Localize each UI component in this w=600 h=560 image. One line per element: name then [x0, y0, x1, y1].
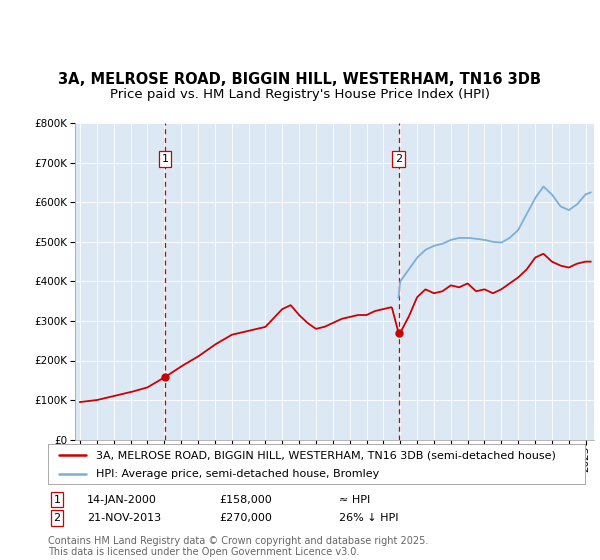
Text: Price paid vs. HM Land Registry's House Price Index (HPI): Price paid vs. HM Land Registry's House … — [110, 88, 490, 101]
Text: 1: 1 — [53, 494, 61, 505]
Text: £270,000: £270,000 — [219, 513, 272, 523]
Text: 2: 2 — [395, 154, 402, 164]
Text: 2: 2 — [53, 513, 61, 523]
Text: HPI: Average price, semi-detached house, Bromley: HPI: Average price, semi-detached house,… — [97, 469, 380, 479]
Text: 14-JAN-2000: 14-JAN-2000 — [87, 494, 157, 505]
Text: ≈ HPI: ≈ HPI — [339, 494, 370, 505]
Text: 26% ↓ HPI: 26% ↓ HPI — [339, 513, 398, 523]
Text: 1: 1 — [161, 154, 169, 164]
Text: £158,000: £158,000 — [219, 494, 272, 505]
Text: 3A, MELROSE ROAD, BIGGIN HILL, WESTERHAM, TN16 3DB (semi-detached house): 3A, MELROSE ROAD, BIGGIN HILL, WESTERHAM… — [97, 450, 556, 460]
Text: Contains HM Land Registry data © Crown copyright and database right 2025.
This d: Contains HM Land Registry data © Crown c… — [48, 535, 428, 557]
Text: 21-NOV-2013: 21-NOV-2013 — [87, 513, 161, 523]
Text: 3A, MELROSE ROAD, BIGGIN HILL, WESTERHAM, TN16 3DB: 3A, MELROSE ROAD, BIGGIN HILL, WESTERHAM… — [59, 72, 542, 87]
